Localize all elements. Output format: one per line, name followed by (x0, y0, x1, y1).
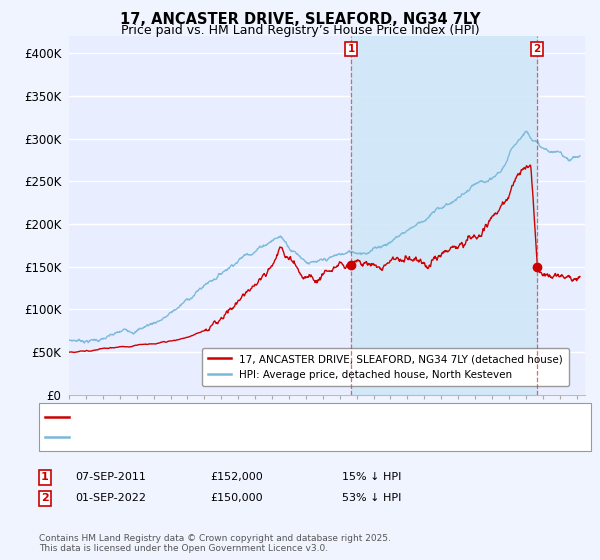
Text: 17, ANCASTER DRIVE, SLEAFORD, NG34 7LY: 17, ANCASTER DRIVE, SLEAFORD, NG34 7LY (120, 12, 480, 27)
Text: 53% ↓ HPI: 53% ↓ HPI (342, 493, 401, 503)
Legend: 17, ANCASTER DRIVE, SLEAFORD, NG34 7LY (detached house), HPI: Average price, det: 17, ANCASTER DRIVE, SLEAFORD, NG34 7LY (… (202, 348, 569, 386)
Text: 15% ↓ HPI: 15% ↓ HPI (342, 472, 401, 482)
Text: £152,000: £152,000 (210, 472, 263, 482)
Text: 1: 1 (41, 472, 49, 482)
Text: HPI: Average price, detached house, North Kesteven: HPI: Average price, detached house, Nort… (75, 432, 348, 442)
Text: Price paid vs. HM Land Registry’s House Price Index (HPI): Price paid vs. HM Land Registry’s House … (121, 24, 479, 37)
Text: 2: 2 (533, 44, 541, 54)
Bar (351, 36, 537, 395)
Text: 1: 1 (347, 44, 355, 54)
Text: Contains HM Land Registry data © Crown copyright and database right 2025.
This d: Contains HM Land Registry data © Crown c… (39, 534, 391, 553)
Text: 01-SEP-2022: 01-SEP-2022 (75, 493, 146, 503)
Text: £150,000: £150,000 (210, 493, 263, 503)
Text: 07-SEP-2011: 07-SEP-2011 (75, 472, 146, 482)
Text: 17, ANCASTER DRIVE, SLEAFORD, NG34 7LY (detached house): 17, ANCASTER DRIVE, SLEAFORD, NG34 7LY (… (75, 412, 399, 422)
Text: 2: 2 (41, 493, 49, 503)
